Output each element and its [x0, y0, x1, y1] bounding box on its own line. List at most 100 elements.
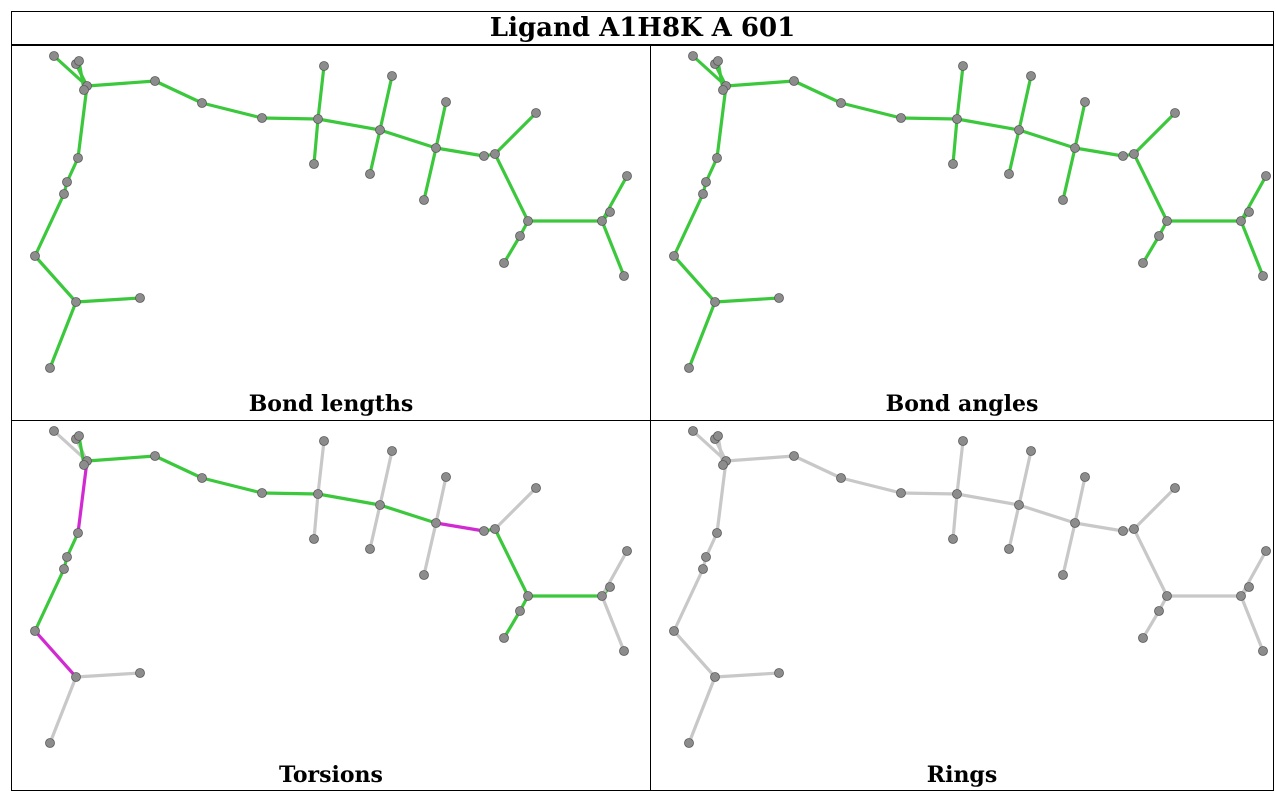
atom — [1170, 108, 1180, 118]
atom — [1236, 591, 1246, 601]
atom — [431, 518, 441, 528]
atom — [1162, 591, 1172, 601]
bond — [368, 128, 382, 176]
atom — [531, 108, 541, 118]
atom — [605, 582, 615, 592]
bond — [899, 116, 959, 121]
atom — [684, 363, 694, 373]
atom — [313, 489, 323, 499]
atom — [1258, 646, 1268, 656]
atom — [948, 534, 958, 544]
atom — [774, 668, 784, 678]
atom — [712, 528, 722, 538]
atom — [419, 195, 429, 205]
atom — [515, 231, 525, 241]
bond — [1073, 475, 1087, 525]
atom — [150, 451, 160, 461]
atom — [1014, 125, 1024, 135]
atom — [896, 488, 906, 498]
bond — [33, 567, 66, 633]
bond — [713, 671, 781, 679]
bond — [839, 101, 903, 120]
bond — [378, 503, 438, 525]
atom — [479, 151, 489, 161]
bond — [1132, 527, 1169, 598]
bond — [74, 671, 142, 679]
atom — [896, 113, 906, 123]
atom — [365, 544, 375, 554]
atom — [958, 61, 968, 71]
bond — [422, 521, 438, 577]
bond — [74, 296, 142, 304]
bond — [1061, 146, 1077, 202]
atom — [431, 143, 441, 153]
atom — [774, 293, 784, 303]
bond — [33, 254, 78, 304]
bond — [85, 79, 157, 88]
bond — [1132, 152, 1169, 223]
atom — [441, 97, 451, 107]
molecule-bond-lengths — [30, 51, 632, 373]
bond — [48, 300, 78, 370]
bond — [316, 117, 382, 132]
atom — [622, 171, 632, 181]
atom — [684, 738, 694, 748]
atom — [1258, 271, 1268, 281]
bond — [378, 128, 438, 150]
bond — [600, 594, 626, 653]
bond — [672, 192, 705, 258]
atom — [789, 451, 799, 461]
bond — [600, 219, 626, 278]
panel-rings: Rings — [650, 420, 1274, 791]
atom — [718, 85, 728, 95]
atom — [150, 76, 160, 86]
atom — [499, 258, 509, 268]
atom — [79, 85, 89, 95]
atom — [30, 251, 40, 261]
bond — [672, 254, 717, 304]
figure-title: Ligand A1H8K A 601 — [11, 11, 1274, 45]
bond — [951, 117, 959, 166]
atom — [701, 552, 711, 562]
bond — [1007, 503, 1021, 551]
atom — [257, 113, 267, 123]
atom — [836, 98, 846, 108]
atom — [688, 426, 698, 436]
atom — [622, 546, 632, 556]
bond — [672, 567, 705, 633]
atom — [309, 159, 319, 169]
bond — [434, 146, 486, 158]
atom — [1129, 524, 1139, 534]
atom — [531, 483, 541, 493]
bond — [316, 439, 326, 496]
bond — [955, 64, 965, 121]
atom — [71, 672, 81, 682]
atom — [73, 528, 83, 538]
bond-group — [33, 54, 629, 370]
bond — [153, 454, 204, 480]
atom — [499, 633, 509, 643]
bond — [672, 629, 717, 679]
bond — [1017, 503, 1077, 525]
atom — [701, 177, 711, 187]
bond — [715, 84, 728, 160]
atom — [319, 436, 329, 446]
atom — [1261, 546, 1271, 556]
atom-group — [669, 426, 1271, 748]
bond — [955, 492, 1021, 507]
bond — [1141, 609, 1161, 640]
bond — [724, 79, 796, 88]
bond — [368, 503, 382, 551]
bond — [434, 100, 448, 150]
atom — [1154, 606, 1164, 616]
bond — [1239, 594, 1265, 653]
atom — [1154, 231, 1164, 241]
bond — [153, 79, 204, 105]
atom — [62, 552, 72, 562]
bond — [792, 79, 843, 105]
bond — [715, 459, 728, 535]
bond — [422, 146, 438, 202]
atom — [387, 71, 397, 81]
atom — [1162, 216, 1172, 226]
